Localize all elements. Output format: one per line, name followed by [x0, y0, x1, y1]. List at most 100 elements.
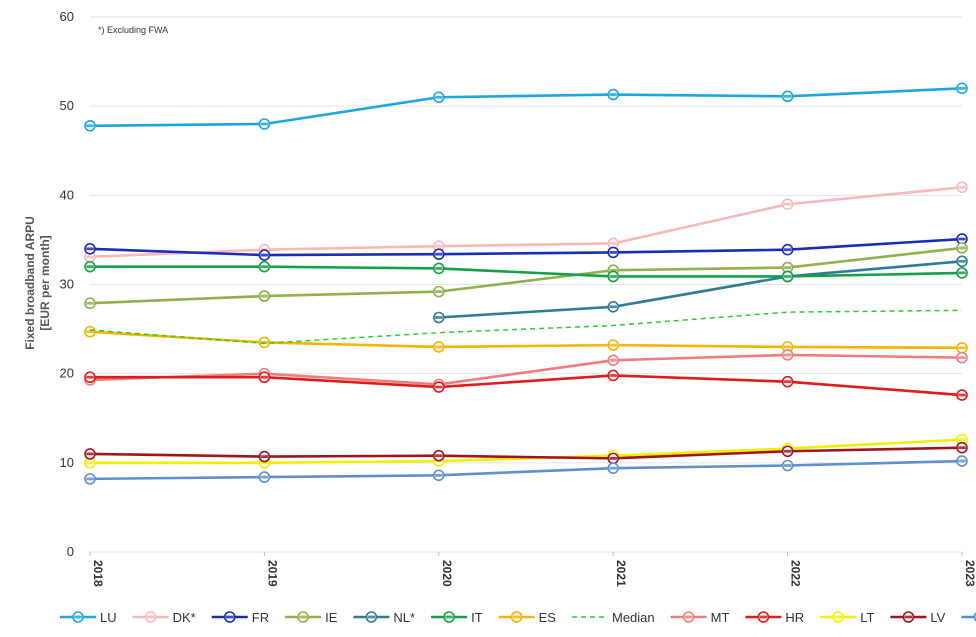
- x-tick-label: 2019: [265, 560, 279, 587]
- legend-item-ie: IE: [285, 610, 338, 625]
- legend-marker: [72, 611, 84, 623]
- series-line-mt: [89, 353, 963, 386]
- data-point-nl: [432, 311, 445, 324]
- legend-item-median: Median: [571, 610, 655, 625]
- data-point-lv: [84, 448, 96, 460]
- data-point-lu: [956, 82, 968, 95]
- legend-item-mt: MT: [670, 610, 730, 625]
- data-point-gr: [258, 471, 271, 483]
- series-lines: [84, 82, 968, 485]
- legend-label: FR: [252, 610, 269, 625]
- chart-note: *) Excluding FWA: [98, 25, 168, 35]
- series-line-gr: [89, 459, 963, 481]
- data-point-lv: [781, 445, 794, 458]
- legend-item-dk: DK*: [132, 610, 196, 625]
- data-point-gr: [781, 459, 794, 472]
- data-point-lv: [432, 449, 445, 462]
- data-point-mt: [956, 351, 968, 364]
- legend-marker: [223, 611, 236, 623]
- x-tick-label: 2020: [440, 560, 454, 587]
- data-point-fr: [84, 243, 96, 255]
- series-line-lv: [89, 446, 963, 460]
- series-line-hr: [90, 374, 963, 397]
- series-mt: [84, 349, 968, 391]
- data-point-fr: [781, 243, 794, 256]
- legend-label: IT: [471, 610, 483, 625]
- y-tick-label: 10: [60, 455, 74, 470]
- y-tick-label: 0: [67, 544, 74, 559]
- legend-item-gr: GR: [961, 612, 976, 622]
- data-point-gr: [607, 462, 620, 474]
- series-it: [84, 260, 968, 283]
- data-point-es: [84, 325, 96, 338]
- data-point-lv: [956, 441, 968, 454]
- data-point-nl: [607, 300, 620, 313]
- data-point-mt: [781, 349, 794, 361]
- legend-label: IE: [325, 610, 338, 625]
- series-line-median: [89, 309, 963, 345]
- data-point-gr: [432, 469, 445, 482]
- data-point-fr: [607, 246, 620, 259]
- legend-item-it: IT: [431, 610, 483, 625]
- data-point-nl: [956, 255, 968, 268]
- y-axis-label-line1: Fixed broadband ARPU: [23, 216, 37, 350]
- legend-label: DK*: [173, 610, 196, 625]
- legend-marker: [365, 611, 378, 623]
- series-line-es: [89, 330, 963, 350]
- series-lu: [84, 82, 968, 132]
- legend-item-hr: HR: [745, 610, 804, 625]
- legend-marker: [902, 611, 915, 623]
- legend-label: ES: [539, 610, 557, 625]
- y-axis-ticks: 0 10 20 30 40 50 60: [60, 9, 74, 559]
- data-point-it: [258, 260, 271, 273]
- legend-marker: [443, 611, 455, 623]
- y-tick-label: 50: [60, 98, 74, 113]
- series-lv: [84, 441, 968, 465]
- legend-label: LT: [860, 610, 874, 625]
- data-point-dk: [432, 240, 445, 252]
- data-point-fr: [258, 249, 271, 261]
- data-point-es: [956, 342, 968, 354]
- data-point-dk: [956, 181, 968, 194]
- data-point-lu: [258, 118, 271, 130]
- data-point-lt: [956, 433, 968, 446]
- data-point-lv: [258, 450, 271, 463]
- legend: LU DK* FR IE NL* IT ES Median MT HR LT LV GR: [60, 610, 976, 625]
- data-point-hr: [258, 371, 271, 384]
- data-point-hr: [607, 369, 620, 382]
- legend-label: MT: [711, 610, 730, 625]
- series-fr: [84, 233, 968, 261]
- legend-marker: [297, 611, 309, 623]
- legend-item-es: ES: [498, 610, 557, 625]
- y-tick-label: 60: [60, 9, 74, 24]
- series-line-fr: [89, 237, 963, 257]
- data-point-hr: [956, 389, 968, 401]
- legend-marker: [757, 611, 770, 623]
- data-point-lu: [607, 88, 620, 101]
- data-point-es: [432, 341, 445, 353]
- series-median: [89, 309, 963, 345]
- legend-label: LU: [100, 610, 117, 625]
- data-point-it: [432, 262, 445, 275]
- data-point-ie: [84, 297, 96, 310]
- legend-label: Median: [612, 610, 655, 625]
- x-axis-ticks: 2018 2019 2020 2021 2022 2023: [89, 552, 976, 587]
- data-point-lv: [607, 452, 620, 465]
- series-dk: [84, 181, 968, 263]
- y-tick-label: 20: [60, 366, 74, 381]
- x-tick-label: 2022: [789, 560, 803, 587]
- legend-marker: [682, 611, 695, 623]
- series-line-it: [90, 265, 963, 278]
- data-point-it: [607, 270, 620, 283]
- x-tick-label: 2018: [91, 560, 105, 587]
- data-point-es: [258, 336, 271, 349]
- series-line-ie: [89, 246, 963, 305]
- legend-label: LV: [930, 610, 945, 625]
- series-nl: [432, 255, 968, 324]
- series-line-dk: [89, 186, 963, 259]
- legend-item-lu: LU: [60, 610, 117, 625]
- series-line-lu: [89, 87, 963, 128]
- data-point-hr: [84, 371, 96, 384]
- data-point-lu: [432, 91, 445, 104]
